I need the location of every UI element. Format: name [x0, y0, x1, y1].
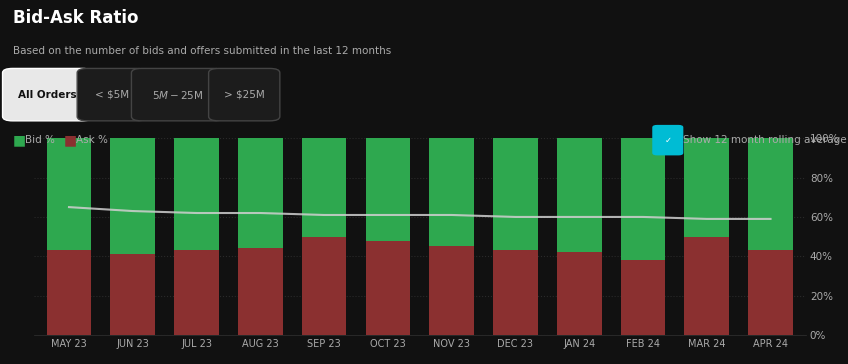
Text: > $25M: > $25M	[224, 90, 265, 100]
Text: ✓: ✓	[664, 136, 672, 145]
Bar	[238, 138, 282, 248]
Bar	[684, 138, 729, 237]
Bar	[110, 254, 155, 335]
Text: Ask %: Ask %	[76, 135, 109, 145]
Bar	[557, 252, 601, 335]
Text: Bid-Ask Ratio: Bid-Ask Ratio	[13, 9, 138, 27]
Bar	[365, 138, 410, 241]
Text: $5M - $25M: $5M - $25M	[152, 89, 204, 100]
Bar	[47, 138, 92, 250]
Bar	[684, 237, 729, 335]
Bar	[174, 250, 219, 335]
Text: Bid %: Bid %	[25, 135, 55, 145]
Bar	[557, 138, 601, 252]
Bar	[302, 138, 347, 237]
Bar	[238, 248, 282, 335]
Bar	[110, 138, 155, 254]
Bar	[429, 138, 474, 246]
Text: < $5M: < $5M	[95, 90, 129, 100]
Bar	[365, 241, 410, 335]
Text: ■: ■	[64, 133, 76, 147]
Bar	[493, 250, 538, 335]
Bar	[621, 260, 666, 335]
Bar	[621, 138, 666, 260]
Bar	[493, 138, 538, 250]
Bar	[302, 237, 347, 335]
Text: Based on the number of bids and offers submitted in the last 12 months: Based on the number of bids and offers s…	[13, 46, 391, 55]
Bar	[429, 246, 474, 335]
Bar	[47, 250, 92, 335]
Text: All Orders: All Orders	[18, 90, 77, 100]
Bar	[174, 138, 219, 250]
Text: ■: ■	[13, 133, 25, 147]
Text: Show 12 month rolling average: Show 12 month rolling average	[683, 135, 847, 145]
Bar	[748, 138, 793, 250]
Bar	[748, 250, 793, 335]
